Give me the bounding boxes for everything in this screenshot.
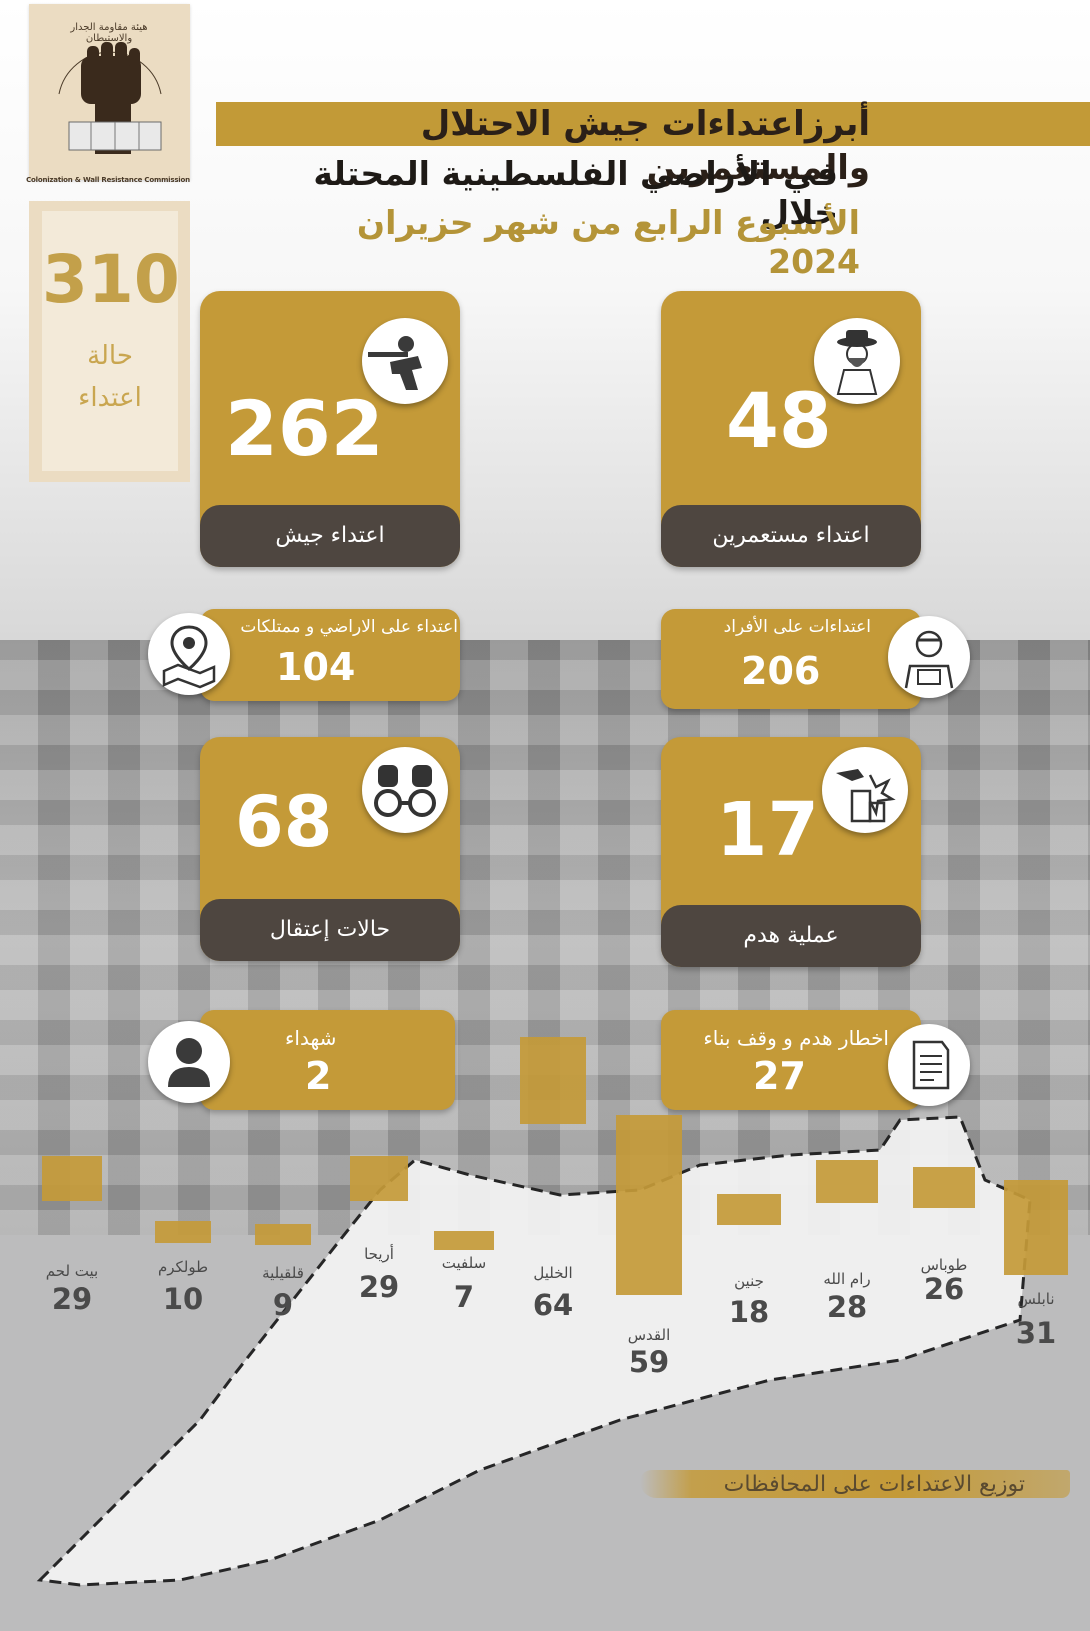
governorate-name: الخليل [533,1264,573,1282]
notices-label: اخطار هدم و وقف بناء [703,1026,889,1050]
total-inner: 310 حالة اعتداء [42,211,180,471]
total-label-line2: اعتداء [78,383,142,413]
total-panel: 310 حالة اعتداء [29,201,190,482]
governorate-name: طولكرم [157,1258,209,1276]
governorate-bar [434,1231,494,1250]
logo-caption: Colonization & Wall Resistance Commissio… [26,176,190,184]
governorate-bar [616,1115,682,1295]
settlers-card: 48 اعتداء مستعمرين [661,291,921,567]
total-label-line1: حالة [87,341,133,371]
governorate-bar [350,1156,408,1201]
governorate-name: جنين [734,1272,764,1290]
governorate-bar [255,1224,311,1246]
title-line3: الأسبوع الرابع من شهر حزيران 2024 [356,203,860,281]
governorate-value: 18 [728,1295,770,1329]
land-label: اعتداء على الاراضي و ممتلكات [240,617,458,637]
individuals-card: اعتداءات على الأفراد 206 [661,609,921,709]
governorate-name: نابلس [1017,1290,1055,1308]
governorate-bar [42,1156,102,1201]
governorate-bar [816,1159,878,1204]
handcuffs-icon [362,747,448,833]
governorate-name: بيت لحم [45,1262,99,1280]
logo-panel: هيئة مقاومة الجدار والاستيطان [29,4,190,180]
governorate-name: القدس [627,1326,671,1344]
map-pin-icon [148,613,230,695]
governorate-value: 28 [826,1290,868,1324]
governorate-name: سلفيت [441,1254,487,1272]
title-bar [216,102,1090,146]
legend-text: توزيع الاعتداءات على المحافظات [723,1472,1025,1497]
arrests-number: 68 [235,781,333,863]
demolitions-label: عملية هدم [661,905,921,967]
governorate-bar [913,1166,975,1208]
martyrs-card: شهداء 2 [200,1010,455,1110]
governorate-bar [717,1193,781,1226]
demolition-icon [822,747,908,833]
governorate-value: 7 [453,1280,475,1314]
governorate-bar [1004,1180,1068,1275]
soldier-icon [362,318,448,404]
governorate-value: 10 [162,1282,204,1316]
martyrs-value: 2 [305,1054,332,1098]
governorate-name: قلقيلية [262,1264,304,1282]
martyrs-label: شهداء [285,1026,337,1050]
title-line2: في الأراضي الفلسطينية المحتلة خلال [313,154,838,232]
governorate-bar [520,1037,586,1124]
raised-fist-icon [58,42,162,154]
legend-brush [640,1470,1070,1498]
army-number: 262 [225,384,384,473]
individuals-label: اعتداءات على الأفراد [723,617,871,637]
governorate-value: 9 [272,1288,294,1322]
governorate-value: 31 [1015,1316,1057,1350]
settlers-label: اعتداء مستعمرين [661,505,921,567]
total-number: 310 [42,241,180,318]
land-card: اعتداء على الاراضي و ممتلكات 104 [200,609,460,701]
person-icon [148,1021,230,1103]
governorate-value: 29 [358,1270,400,1304]
arrests-label: حالات إعتقال [200,899,460,961]
document-icon [888,1024,970,1106]
demolitions-number: 17 [716,787,819,873]
governorate-value: 26 [923,1272,965,1306]
governorate-bar [155,1221,211,1243]
individuals-value: 206 [741,649,821,693]
injured-person-icon [888,616,970,698]
governorate-name: طوباس [920,1256,968,1274]
logo-arabic-name: هيئة مقاومة الجدار والاستيطان [70,22,148,44]
governorate-value: 64 [532,1288,574,1322]
governorate-value: 59 [628,1345,670,1379]
notices-value: 27 [753,1054,806,1098]
title-line1: أبرزاعتداءات جيش الاحتلال والمستعمرين [420,104,870,188]
governorate-name: رام الله [823,1270,871,1288]
army-label: اعتداء جيش [200,505,460,567]
governorate-value: 29 [51,1282,93,1316]
governorate-name: أريحا [364,1245,394,1263]
settlers-number: 48 [726,376,832,465]
settler-icon [814,318,900,404]
notices-card: اخطار هدم و وقف بناء 27 [661,1010,921,1110]
land-value: 104 [276,645,356,689]
